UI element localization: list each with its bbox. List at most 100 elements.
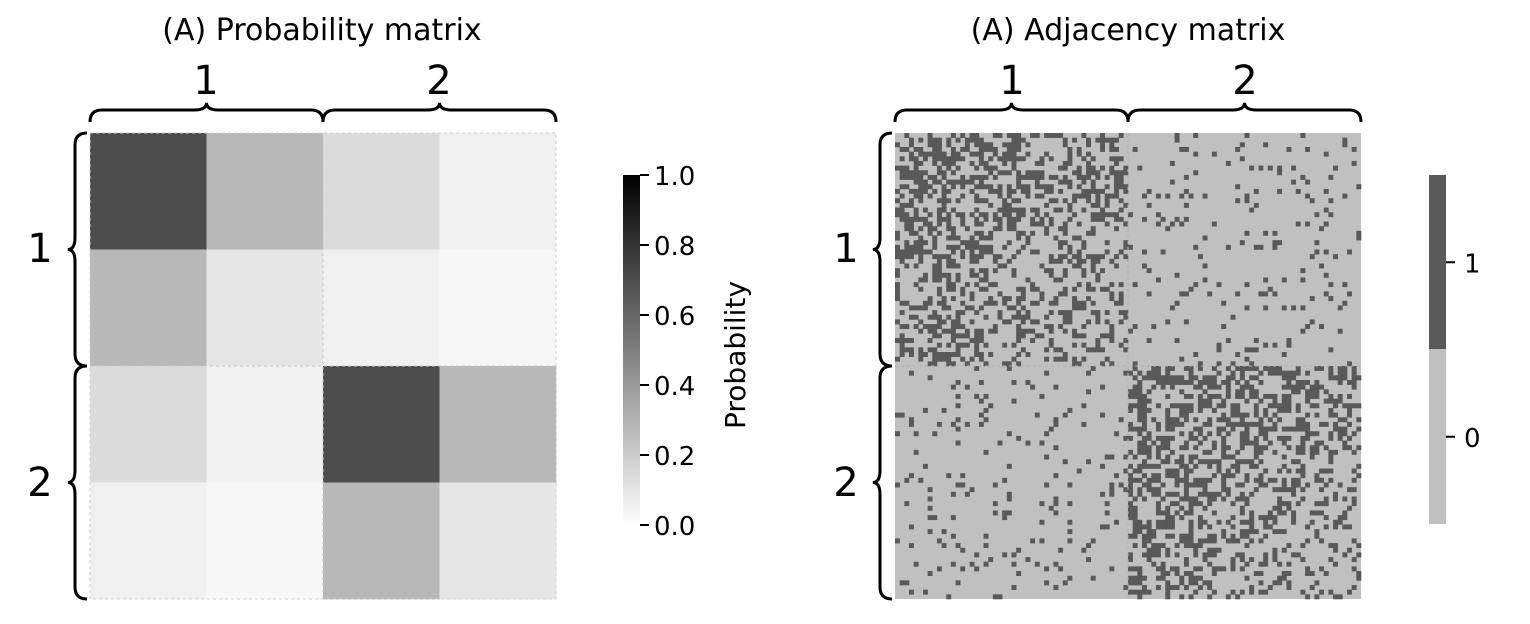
adj-edge — [1333, 594, 1338, 600]
adj-edge — [1109, 482, 1115, 488]
prob-cell-2-2 — [323, 366, 440, 483]
adj-edge — [1193, 244, 1199, 250]
adj-edge — [1053, 174, 1059, 180]
adj-edge — [1272, 398, 1278, 404]
adj-edge — [1239, 557, 1245, 563]
adj-edge — [1095, 272, 1101, 278]
adj-edge — [1281, 547, 1287, 553]
adj-edge — [1076, 254, 1082, 260]
adj-edge — [1141, 435, 1147, 441]
adj-edge — [1165, 505, 1171, 511]
adj-edge — [1165, 468, 1171, 474]
adj-edge — [1044, 314, 1050, 320]
adj-edge — [1258, 515, 1264, 521]
adj-edge — [1277, 496, 1283, 502]
adj-edge — [1076, 468, 1082, 474]
adj-edge — [904, 249, 910, 255]
adj-edge — [1053, 496, 1059, 502]
adj-edge — [1211, 407, 1217, 413]
adj-edge — [1197, 491, 1203, 497]
adj-edge — [904, 244, 910, 250]
adj-edge — [1155, 449, 1161, 455]
adj-edge — [1333, 449, 1338, 455]
adj-edge — [1169, 421, 1175, 427]
adj-edge — [936, 146, 942, 152]
adj-edge — [978, 356, 984, 362]
prob-cell-0-2 — [323, 133, 440, 250]
adj-edge — [1155, 193, 1161, 199]
adj-edge — [1221, 454, 1227, 460]
adj-edge — [1006, 496, 1012, 502]
adj-edge — [1305, 193, 1311, 199]
adj-edge — [1174, 552, 1180, 558]
adj-edge — [932, 263, 938, 269]
adj-edge — [1137, 571, 1143, 576]
adj-edge — [927, 324, 933, 330]
adj-edge — [1123, 454, 1129, 460]
adj-edge — [1258, 165, 1264, 171]
adj-edge — [1323, 291, 1329, 297]
adj-edge — [1090, 263, 1096, 269]
adj-edge — [1277, 417, 1283, 423]
adj-edge — [1314, 510, 1320, 516]
adj-edge — [1263, 291, 1269, 297]
adj-edge — [922, 221, 928, 227]
adj-edge — [1333, 165, 1338, 171]
adj-edge — [1109, 170, 1115, 176]
adj-edge — [1137, 580, 1143, 586]
adj-edge — [1319, 487, 1325, 493]
adj-edge — [927, 296, 933, 302]
adj-edge — [1062, 352, 1068, 357]
probability-colorbar — [623, 175, 640, 525]
adj-edge — [1151, 375, 1157, 381]
adj-edge — [1347, 547, 1352, 553]
adj-edge — [1291, 487, 1297, 493]
adj-edge — [1309, 319, 1315, 325]
adj-edge — [1356, 543, 1362, 549]
adj-edge — [1197, 379, 1203, 385]
adj-edge — [895, 142, 900, 148]
adj-edge — [1030, 221, 1036, 227]
adj-edge — [1020, 230, 1026, 236]
adj-edge — [1123, 314, 1129, 320]
adj-edge — [1165, 440, 1171, 446]
adj-edge — [1286, 342, 1292, 348]
adj-edge — [1337, 435, 1343, 441]
adj-edge — [1291, 305, 1297, 311]
adj-edge — [1188, 393, 1194, 399]
adj-edge — [1081, 244, 1087, 250]
adj-edge — [1286, 543, 1292, 549]
adj-edge — [1072, 235, 1078, 241]
adj-edge — [974, 254, 980, 260]
adj-edge — [1323, 571, 1329, 576]
adj-edge — [1193, 496, 1199, 502]
adj-edge — [1174, 272, 1180, 278]
adj-edge — [1197, 403, 1203, 409]
adj-edge — [1174, 137, 1180, 143]
adj-edge — [969, 133, 975, 138]
adj-edge — [1165, 459, 1171, 465]
adj-edge — [1183, 188, 1189, 194]
adj-edge — [1048, 324, 1054, 330]
adj-edge — [1067, 319, 1073, 325]
adj-edge — [1114, 431, 1119, 437]
adj-edge — [1230, 426, 1236, 432]
adj-edge — [1286, 445, 1292, 451]
adj-edge — [964, 240, 970, 246]
adj-edge — [1263, 230, 1269, 236]
adj-edge — [1132, 282, 1138, 288]
adj-edge — [904, 146, 910, 152]
adj-edge — [1169, 473, 1175, 479]
prob-cell-2-1 — [206, 366, 324, 483]
adj-edge — [992, 146, 998, 152]
adj-edge — [1337, 431, 1343, 437]
adj-edge — [1258, 589, 1264, 595]
adj-edge — [1146, 482, 1152, 488]
adj-edge — [997, 440, 1003, 446]
adj-edge — [941, 170, 947, 176]
adj-edge — [1300, 174, 1306, 180]
adj-edge — [1044, 454, 1050, 460]
adj-edge — [1235, 379, 1241, 385]
adj-edge — [1165, 594, 1171, 600]
adj-edge — [1323, 524, 1329, 530]
